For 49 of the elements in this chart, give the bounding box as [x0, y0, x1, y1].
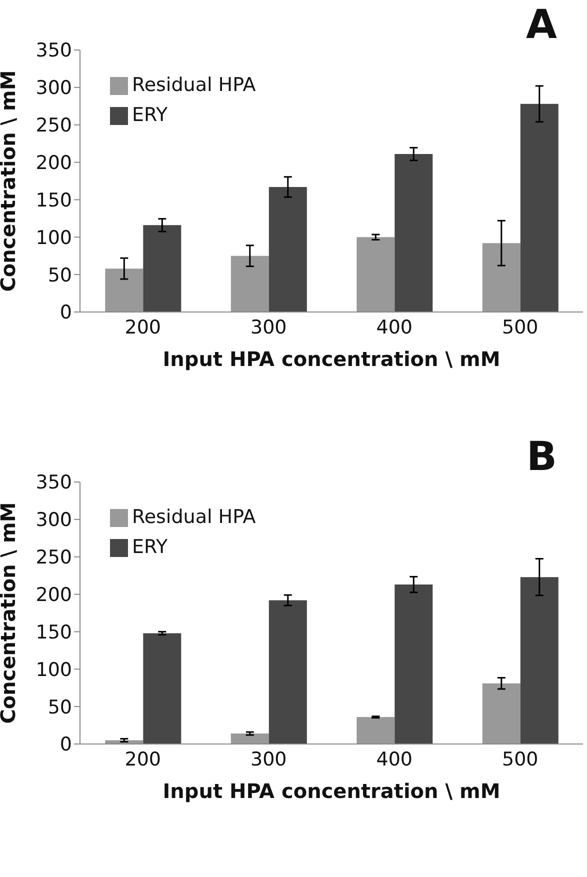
bar	[394, 154, 433, 312]
legend-label: Residual HPA	[132, 74, 256, 96]
bar	[268, 600, 307, 744]
bar	[482, 243, 520, 312]
y-tick-label: 50	[48, 696, 72, 718]
x-tick-label: 200	[124, 316, 162, 338]
legend-label: Residual HPA	[132, 506, 256, 528]
x-tick-label: 500	[502, 748, 538, 770]
y-tick-label: 100	[36, 226, 72, 249]
y-axis-title: Concentration \ mM	[0, 70, 20, 292]
bar	[520, 577, 558, 744]
x-tick-label: 300	[250, 316, 287, 338]
x-tick-label: 400	[376, 748, 413, 770]
text: B	[526, 434, 557, 480]
y-tick-label: 150	[36, 189, 72, 212]
bar	[268, 186, 307, 312]
bar	[356, 237, 395, 312]
bar	[230, 256, 269, 312]
legend-label: ERY	[132, 536, 168, 558]
bar	[520, 104, 558, 312]
bar	[143, 633, 182, 744]
y-tick-label: 350	[36, 40, 72, 62]
bar	[482, 683, 520, 744]
bar	[230, 734, 269, 744]
bar	[143, 225, 182, 312]
y-tick-label: 250	[36, 114, 72, 137]
x-axis-title: Input HPA concentration \ mM	[162, 347, 500, 371]
bar	[105, 268, 144, 312]
y-tick-label: 200	[36, 152, 72, 174]
y-tick-label: 150	[36, 621, 72, 644]
bar	[356, 717, 395, 744]
y-axis-title: Concentration \ mM	[0, 502, 20, 724]
y-tick-label: 250	[36, 546, 72, 569]
y-tick-label: 200	[36, 584, 72, 606]
y-tick-label: 300	[36, 509, 72, 532]
y-tick-label: 0	[60, 302, 72, 324]
legend-label: ERY	[132, 104, 168, 126]
x-tick-label: 500	[502, 316, 538, 338]
y-tick-label: 0	[60, 734, 72, 756]
text: A	[526, 2, 557, 48]
x-tick-label: 300	[250, 748, 287, 770]
x-tick-label: 200	[124, 748, 162, 770]
x-tick-label: 400	[376, 316, 413, 338]
x-axis-title: Input HPA concentration \ mM	[162, 779, 500, 803]
y-tick-label: 350	[36, 472, 72, 494]
y-tick-label: 100	[36, 658, 72, 681]
bar	[394, 584, 433, 744]
y-tick-label: 50	[48, 264, 72, 286]
y-tick-label: 300	[36, 77, 72, 100]
